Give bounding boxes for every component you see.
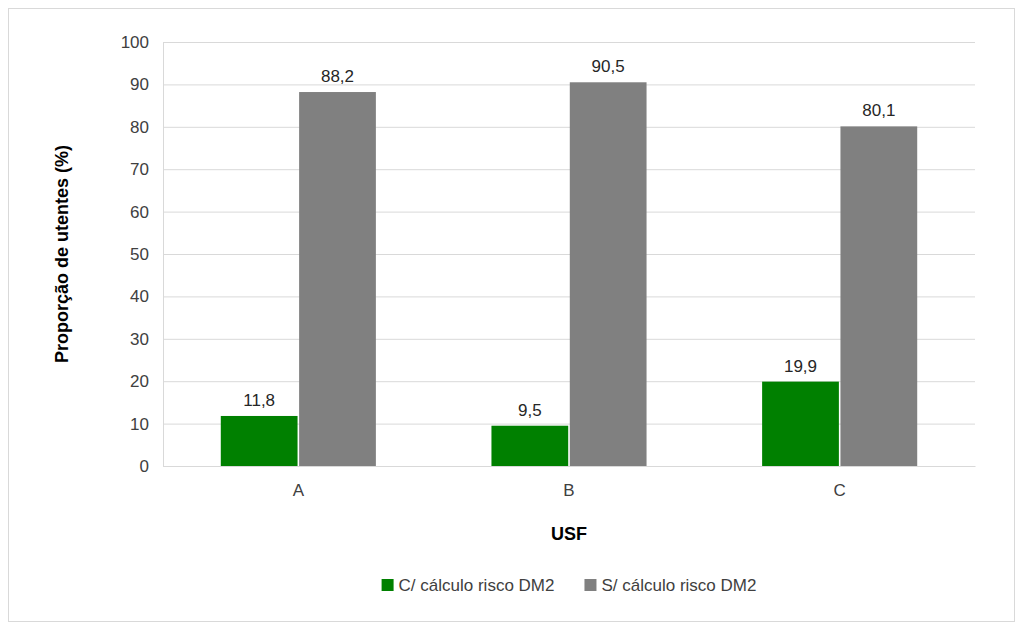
y-tick-label: 50 (130, 245, 149, 264)
legend: C/ cálculo risco DM2 S/ cálculo risco DM2 (382, 576, 757, 595)
y-tick: 0 (140, 457, 163, 476)
x-axis-line (164, 466, 976, 467)
bar (221, 416, 298, 466)
legend-item: S/ cálculo risco DM2 (584, 576, 756, 595)
y-tick-label: 60 (130, 203, 149, 222)
bar (491, 426, 568, 466)
y-axis-title: Proporção de utentes (%) (52, 145, 72, 363)
y-tick: 30 (130, 330, 163, 349)
data-label: 90,5 (592, 57, 625, 76)
x-tick: A (293, 466, 305, 500)
bars (221, 82, 917, 466)
grid-line (163, 466, 975, 467)
x-tick-label: A (293, 481, 305, 500)
y-tick: 50 (130, 245, 163, 264)
legend-swatch (382, 579, 394, 591)
legend-label: S/ cálculo risco DM2 (601, 576, 756, 595)
y-tick: 40 (130, 287, 163, 306)
data-labels: 11,8 9,5 19,9 88,2 90,5 80,1 (243, 57, 895, 419)
data-label: 11,8 (243, 391, 275, 410)
data-label: 88,2 (321, 67, 354, 86)
data-label: 9,5 (518, 401, 542, 420)
legend-item: C/ cálculo risco DM2 (382, 576, 555, 595)
grid-line (163, 42, 975, 43)
y-tick: 10 (130, 415, 163, 434)
y-tick-label: 100 (121, 33, 149, 52)
x-tick: B (563, 466, 574, 500)
y-tick: 90 (130, 75, 163, 94)
y-axis: 0 10 20 30 40 50 60 70 80 90 100 (121, 33, 164, 476)
y-tick-label: 70 (130, 160, 149, 179)
bar (570, 82, 647, 466)
legend-swatch (584, 579, 596, 591)
y-tick-label: 20 (130, 372, 149, 391)
chart-frame (9, 9, 1015, 622)
data-label: 19,9 (784, 357, 817, 376)
data-label: 80,1 (862, 101, 895, 120)
y-tick-label: 30 (130, 330, 149, 349)
y-tick-label: 90 (130, 75, 149, 94)
y-tick: 20 (130, 372, 163, 391)
grid-line (163, 84, 975, 85)
x-axis-title: USF (551, 524, 587, 544)
y-tick-label: 10 (130, 415, 149, 434)
x-tick-label: C (834, 481, 846, 500)
y-tick: 80 (130, 118, 163, 137)
bar (840, 126, 917, 466)
chart: 0 10 20 30 40 50 60 70 80 90 100 A B C 11,8 9,5 19,9 88,2… (0, 0, 1023, 630)
x-axis: A B C (164, 466, 976, 500)
bar (762, 382, 839, 466)
bar (299, 92, 376, 466)
grid (163, 43, 975, 467)
y-tick: 60 (130, 203, 163, 222)
x-tick-label: B (563, 481, 574, 500)
y-tick-label: 80 (130, 118, 149, 137)
y-tick-label: 0 (140, 457, 149, 476)
y-tick-label: 40 (130, 287, 149, 306)
y-tick: 100 (121, 33, 163, 52)
y-tick: 70 (130, 160, 163, 179)
legend-label: C/ cálculo risco DM2 (399, 576, 555, 595)
x-tick: C (834, 466, 846, 500)
y-axis-line (163, 43, 164, 467)
